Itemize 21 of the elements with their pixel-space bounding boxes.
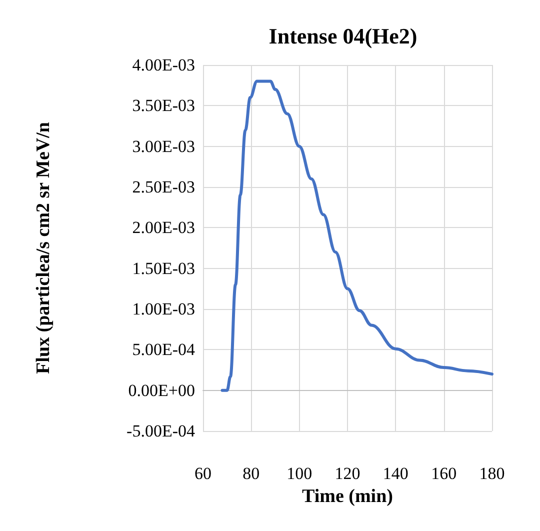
x-tick-label: 180: [479, 464, 505, 483]
y-tick-label: 0.00E+00: [128, 380, 195, 400]
y-tick-label: 2.00E-03: [132, 218, 195, 238]
y-axis-title: Flux (particlea/s cm2 sr MeV/n: [33, 122, 54, 374]
y-tick-label: 4.00E-03: [132, 56, 195, 74]
y-tick-label: 1.00E-03: [132, 300, 195, 318]
y-tick-label: -5.00E-04: [126, 422, 196, 440]
y-tick-label: 3.50E-03: [132, 96, 195, 116]
line-series: [220, 80, 494, 392]
x-tick-label: 60: [194, 464, 212, 483]
y-tick-label: 5.00E-04: [132, 340, 196, 360]
x-tick-label: 140: [382, 464, 408, 483]
y-tick-label: 1.50E-03: [132, 258, 195, 278]
chart-title: Intense 04(He2): [268, 24, 418, 48]
x-tick-label: 160: [431, 464, 457, 483]
y-tick-label: 3.00E-03: [132, 136, 195, 156]
x-tick-label: 120: [334, 464, 360, 483]
y-tick-label: 2.50E-03: [132, 178, 195, 196]
x-axis-title: Time (min): [302, 486, 393, 507]
x-tick-label: 80: [242, 464, 260, 483]
x-tick-label: 100: [286, 464, 312, 483]
